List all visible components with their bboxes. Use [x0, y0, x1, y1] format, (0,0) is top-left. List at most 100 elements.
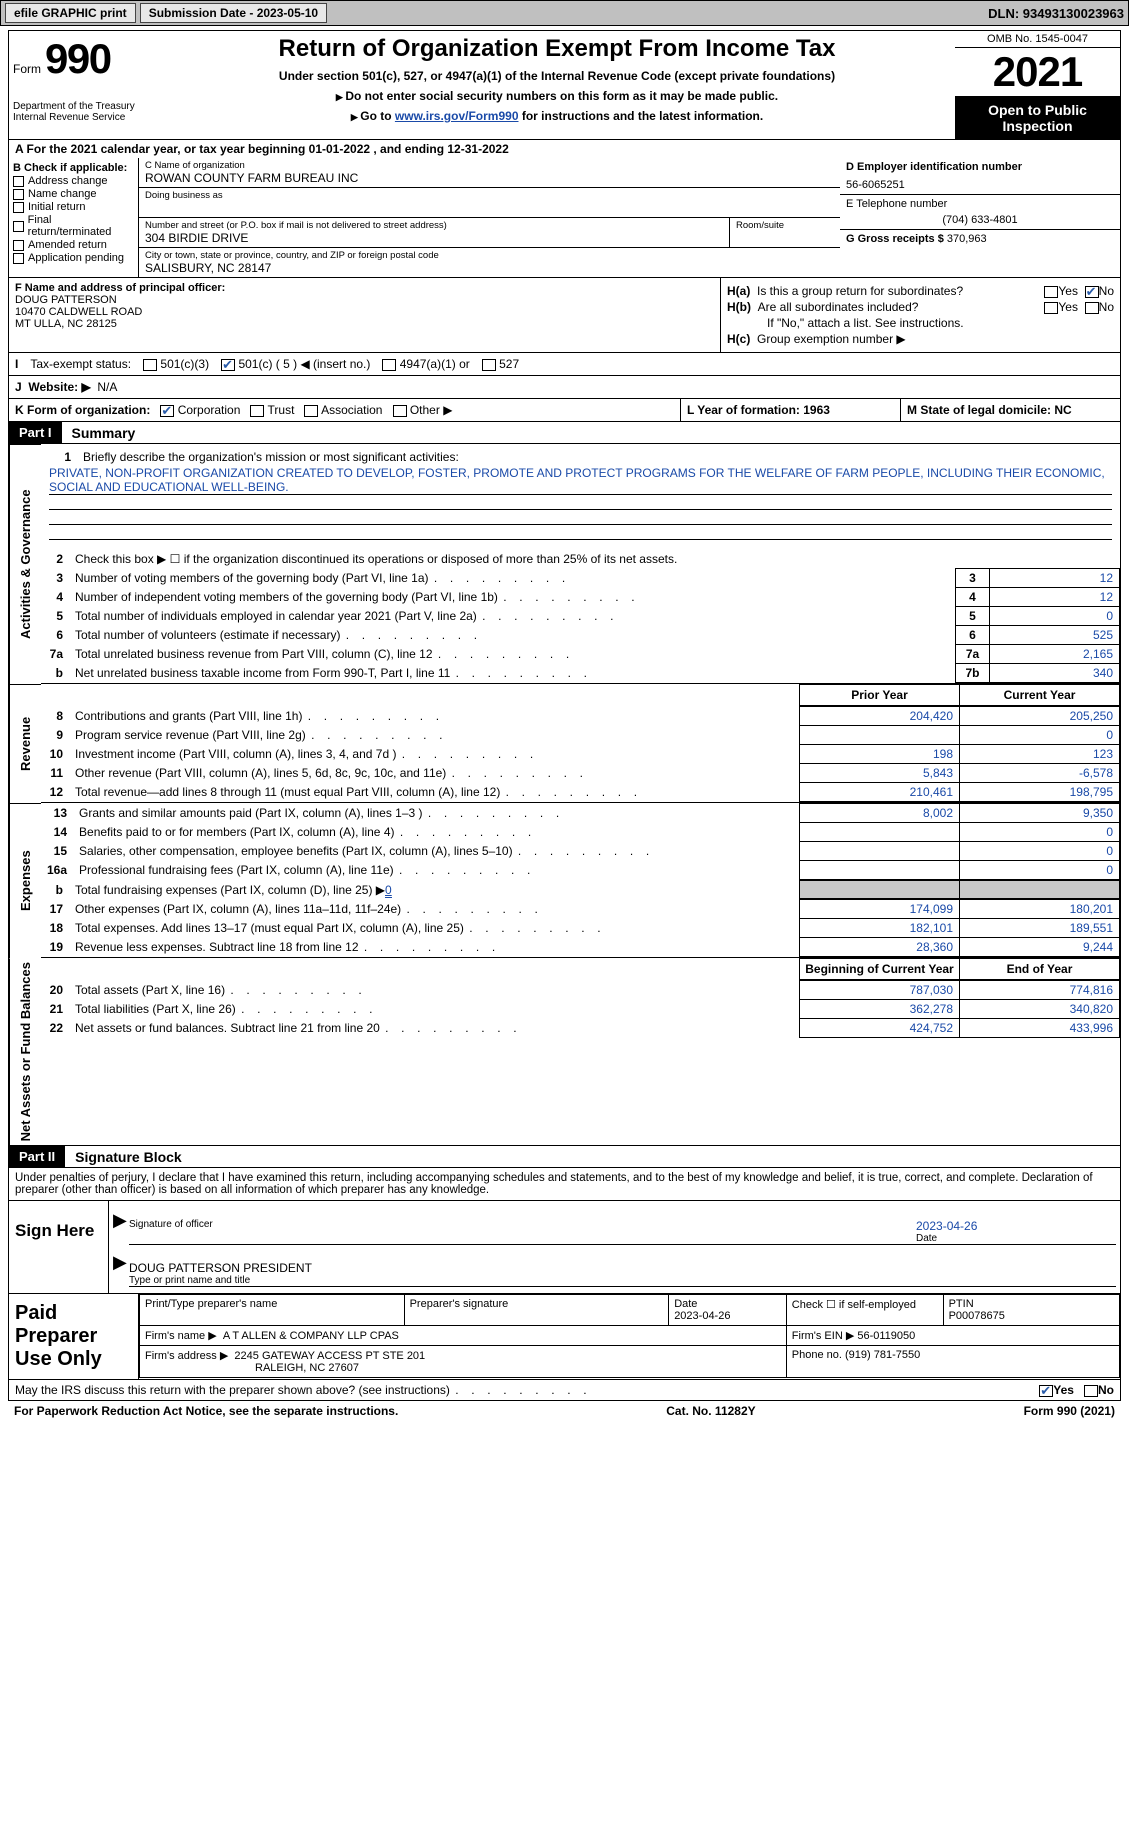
firm-phone: (919) 781-7550: [845, 1349, 920, 1361]
dept-treasury: Department of the Treasury: [13, 101, 155, 112]
footer-right: Form 990 (2021): [1024, 1404, 1115, 1418]
footer-left: For Paperwork Reduction Act Notice, see …: [14, 1404, 398, 1418]
discuss-no[interactable]: [1084, 1385, 1098, 1397]
hdr-eoy: End of Year: [960, 959, 1120, 980]
part1-title: Summary: [62, 425, 136, 441]
ha-no[interactable]: [1085, 286, 1099, 298]
ha-yes[interactable]: [1044, 286, 1058, 298]
k-row: K Form of organization: Corporation Trus…: [8, 399, 1121, 422]
shade-cell: [800, 881, 960, 899]
dln-label: DLN: 93493130023963: [988, 6, 1124, 21]
cb-501c3[interactable]: [143, 359, 157, 371]
data-row: 18Total expenses. Add lines 13–17 (must …: [41, 919, 1120, 938]
footer: For Paperwork Reduction Act Notice, see …: [8, 1401, 1121, 1421]
section-fh: F Name and address of principal officer:…: [8, 278, 1121, 353]
penalty-text: Under penalties of perjury, I declare th…: [8, 1168, 1121, 1201]
d-tel: (704) 633-4801: [846, 214, 1114, 226]
c-addr-lbl: Number and street (or P.O. box if mail i…: [145, 220, 723, 231]
title-cell: Return of Organization Exempt From Incom…: [159, 31, 955, 139]
cb-name-change[interactable]: [13, 189, 24, 200]
data-row: 14Benefits paid to or for members (Part …: [41, 823, 1120, 842]
c-dba-lbl: Doing business as: [145, 190, 834, 201]
hdr-prior-year: Prior Year: [800, 685, 960, 706]
hb-yes[interactable]: [1044, 302, 1058, 314]
gov-row: 7aTotal unrelated business revenue from …: [41, 645, 1120, 664]
cb-app-pending[interactable]: [13, 253, 24, 264]
pane-netassets: Beginning of Current Year End of Year 20…: [41, 958, 1120, 1145]
subtitle-2: Do not enter social security numbers on …: [165, 89, 949, 103]
submission-date-button[interactable]: Submission Date - 2023-05-10: [140, 3, 327, 23]
gov-row: 3Number of voting members of the governi…: [41, 569, 1120, 588]
f-addr2: MT ULLA, NC 28125: [15, 318, 714, 330]
irs-link[interactable]: www.irs.gov/Form990: [395, 109, 519, 123]
c-addr: 304 BIRDIE DRIVE: [145, 231, 723, 245]
form-header-grid: Form 990 Department of the Treasury Inte…: [8, 30, 1121, 140]
cb-amended[interactable]: [13, 240, 24, 251]
gov-row: 5Total number of individuals employed in…: [41, 607, 1120, 626]
cb-initial-return[interactable]: [13, 202, 24, 213]
subtitle-1: Under section 501(c), 527, or 4947(a)(1)…: [165, 69, 949, 83]
data-row: 15Salaries, other compensation, employee…: [41, 842, 1120, 861]
side-revenue: Revenue: [9, 684, 41, 803]
open-to-public: Open to Public Inspection: [955, 97, 1120, 139]
dept-irs: Internal Revenue Service: [13, 112, 155, 123]
side-expenses: Expenses: [9, 803, 41, 958]
h-note: If "No," attach a list. See instructions…: [727, 316, 1114, 330]
section-bcd: B Check if applicable: Address change Na…: [8, 158, 1121, 278]
sign-block: Sign Here ▶ Signature of officer 2023-04…: [8, 1201, 1121, 1294]
f-addr1: 10470 CALDWELL ROAD: [15, 306, 714, 318]
c-city-lbl: City or town, state or province, country…: [145, 250, 834, 261]
d-ein: 56-6065251: [846, 179, 1114, 191]
prep-ptin: P00078675: [949, 1310, 1005, 1322]
sig-name-line: DOUG PATTERSON PRESIDENTType or print na…: [129, 1247, 1116, 1287]
cb-lbl: Address change: [28, 175, 108, 187]
data-row: 17Other expenses (Part IX, column (A), l…: [41, 900, 1120, 919]
shade-cell: [960, 881, 1120, 899]
sig-date: 2023-04-26Date: [916, 1205, 1116, 1245]
prep-name-lbl: Print/Type preparer's name: [140, 1295, 405, 1326]
f-name: DOUG PATTERSON: [15, 294, 714, 306]
cb-501c[interactable]: [221, 359, 235, 371]
cb-lbl: Final return/terminated: [28, 214, 134, 238]
hb-no[interactable]: [1085, 302, 1099, 314]
gov-row: bNet unrelated business taxable income f…: [41, 664, 1120, 683]
data-row: 12Total revenue—add lines 8 through 11 (…: [41, 783, 1120, 802]
l-year: L Year of formation: 1963: [680, 399, 900, 421]
firm-name: A T ALLEN & COMPANY LLP CPAS: [223, 1330, 399, 1342]
d-tel-lbl: E Telephone number: [846, 198, 1114, 210]
firm-addr2: RALEIGH, NC 27607: [255, 1362, 359, 1374]
line-a-calendar: A For the 2021 calendar year, or tax yea…: [8, 140, 1121, 158]
summary-grid: Activities & Governance 1Briefly describ…: [8, 444, 1121, 1146]
discuss-yes[interactable]: [1039, 1385, 1053, 1397]
cb-lbl: Application pending: [28, 252, 124, 264]
cb-trust[interactable]: [250, 405, 264, 417]
form-title: Return of Organization Exempt From Incom…: [165, 35, 949, 63]
cb-address-change[interactable]: [13, 176, 24, 187]
sig-arrow-icon: ▶: [113, 1247, 129, 1287]
cb-lbl: Name change: [28, 188, 97, 200]
efile-print-button[interactable]: efile GRAPHIC print: [5, 3, 136, 23]
data-row: 9Program service revenue (Part VIII, lin…: [41, 726, 1120, 745]
b-label: B Check if applicable:: [13, 162, 134, 174]
firm-addr1: 2245 GATEWAY ACCESS PT STE 201: [234, 1350, 425, 1362]
form-word: Form: [13, 62, 41, 76]
c-city: SALISBURY, NC 28147: [145, 261, 834, 275]
subtitle-3: Go to www.irs.gov/Form990 for instructio…: [165, 109, 949, 123]
cb-corp[interactable]: [160, 405, 174, 417]
data-row: 13Grants and similar amounts paid (Part …: [41, 804, 1120, 823]
cb-4947[interactable]: [382, 359, 396, 371]
cb-lbl: Amended return: [28, 239, 107, 251]
c-room-lbl: Room/suite: [736, 220, 834, 231]
pane-revenue: Prior Year Current Year 8Contributions a…: [41, 684, 1120, 803]
data-row: 22Net assets or fund balances. Subtract …: [41, 1019, 1120, 1038]
status-row: I Tax-exempt status: 501(c)(3) 501(c) ( …: [8, 353, 1121, 376]
pane-governance: 1Briefly describe the organization's mis…: [41, 444, 1120, 684]
cb-527[interactable]: [482, 359, 496, 371]
cb-assoc[interactable]: [304, 405, 318, 417]
c-name-lbl: C Name of organization: [145, 160, 834, 171]
tax-year: 2021: [955, 48, 1120, 97]
gov-row: 4Number of independent voting members of…: [41, 588, 1120, 607]
cb-other[interactable]: [393, 405, 407, 417]
top-toolbar: efile GRAPHIC print Submission Date - 20…: [0, 0, 1129, 26]
cb-final-return[interactable]: [13, 221, 24, 232]
